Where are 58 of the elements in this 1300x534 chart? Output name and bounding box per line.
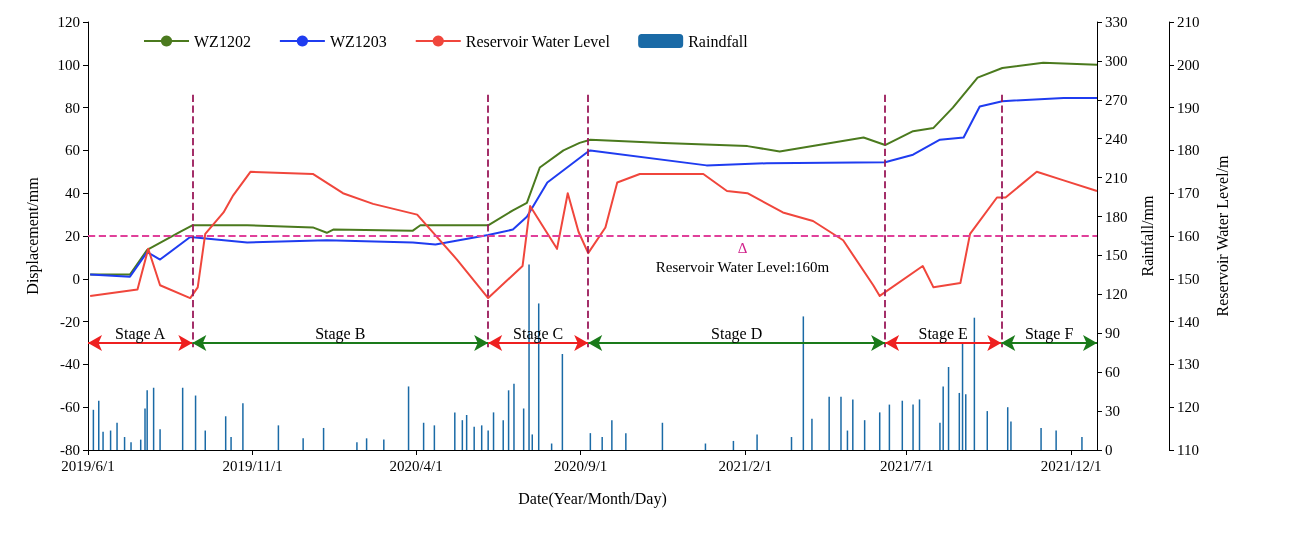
y3-tick-label: 120 xyxy=(1177,399,1200,416)
y2-tick-label: 0 xyxy=(1105,442,1113,458)
y-tick-label: 40 xyxy=(65,185,80,202)
x-axis-title: Date(Year/Month/Day) xyxy=(518,489,667,508)
y-axis-title: Displacement/mm xyxy=(23,176,42,295)
x-tick-label: 2019/6/1 xyxy=(61,457,115,474)
y3-tick-label: 190 xyxy=(1177,99,1200,116)
annotation: Stage A xyxy=(115,324,166,343)
line-series xyxy=(89,96,1098,278)
x-tick-label: 2021/2/1 xyxy=(718,457,772,474)
legend-label: Reservoir Water Level xyxy=(465,32,611,50)
ref-line-label: Reservoir Water Level:160m xyxy=(655,258,830,275)
y2-axis-title: Rainfall/mm xyxy=(1138,195,1156,277)
y2-tick-label: 330 xyxy=(1105,14,1128,30)
y3-tick-label: 140 xyxy=(1177,313,1200,330)
legend-label: Raindfall xyxy=(688,32,749,50)
annotation: Stage D xyxy=(711,324,763,343)
y-tick-label: -40 xyxy=(60,356,80,373)
y3-tick-label: 130 xyxy=(1177,356,1200,373)
x-tick-label: 2021/7/1 xyxy=(879,457,934,474)
y-tick-label: 20 xyxy=(65,228,80,244)
y2-tick-label: 30 xyxy=(1105,403,1120,420)
y2-tick-label: 300 xyxy=(1105,52,1128,69)
x-tick-label: 2021/12/1 xyxy=(1040,457,1102,474)
y3-tick-label: 160 xyxy=(1177,228,1200,244)
y2-tick-label: 180 xyxy=(1105,208,1128,225)
annotation: Stage E xyxy=(918,324,968,343)
y-tick-label: -80 xyxy=(60,442,80,458)
y2-tick-label: 150 xyxy=(1105,247,1128,264)
y2-tick-label: 270 xyxy=(1105,91,1128,108)
y3-tick-label: 200 xyxy=(1177,56,1200,73)
y3-tick-label: 170 xyxy=(1177,185,1200,202)
x-tick-label: 2020/9/1 xyxy=(554,457,608,474)
annotation: Stage F xyxy=(1024,324,1074,343)
y-tick-label: 0 xyxy=(72,270,80,287)
y-tick-label: 100 xyxy=(57,56,80,73)
y3-axis-title: Reservoir Water Level/m xyxy=(1213,154,1231,317)
y-tick-label: 80 xyxy=(65,99,80,116)
y-tick-label: 120 xyxy=(57,14,80,30)
y3-tick-label: 110 xyxy=(1177,442,1199,458)
y2-tick-label: 60 xyxy=(1105,364,1120,381)
y-tick-label: 60 xyxy=(65,142,80,159)
x-tick-label: 2019/11/1 xyxy=(222,457,283,474)
legend-label: WZ1202 xyxy=(194,32,251,50)
y-tick-label: -60 xyxy=(60,399,80,416)
x-tick-label: 2020/4/1 xyxy=(389,457,443,474)
line-series xyxy=(89,170,1098,300)
y2-tick-label: 240 xyxy=(1105,130,1128,147)
annotation: Δ xyxy=(737,239,748,256)
y3-tick-label: 180 xyxy=(1177,142,1200,159)
y-tick-label: -20 xyxy=(60,313,80,330)
y3-tick-label: 210 xyxy=(1177,14,1200,30)
annotation: Stage B xyxy=(315,324,366,343)
legend-label: WZ1203 xyxy=(329,32,387,50)
y2-tick-label: 90 xyxy=(1105,325,1120,342)
y2-tick-label: 210 xyxy=(1105,169,1128,186)
y3-tick-label: 150 xyxy=(1177,270,1200,287)
y2-tick-label: 120 xyxy=(1105,286,1128,303)
